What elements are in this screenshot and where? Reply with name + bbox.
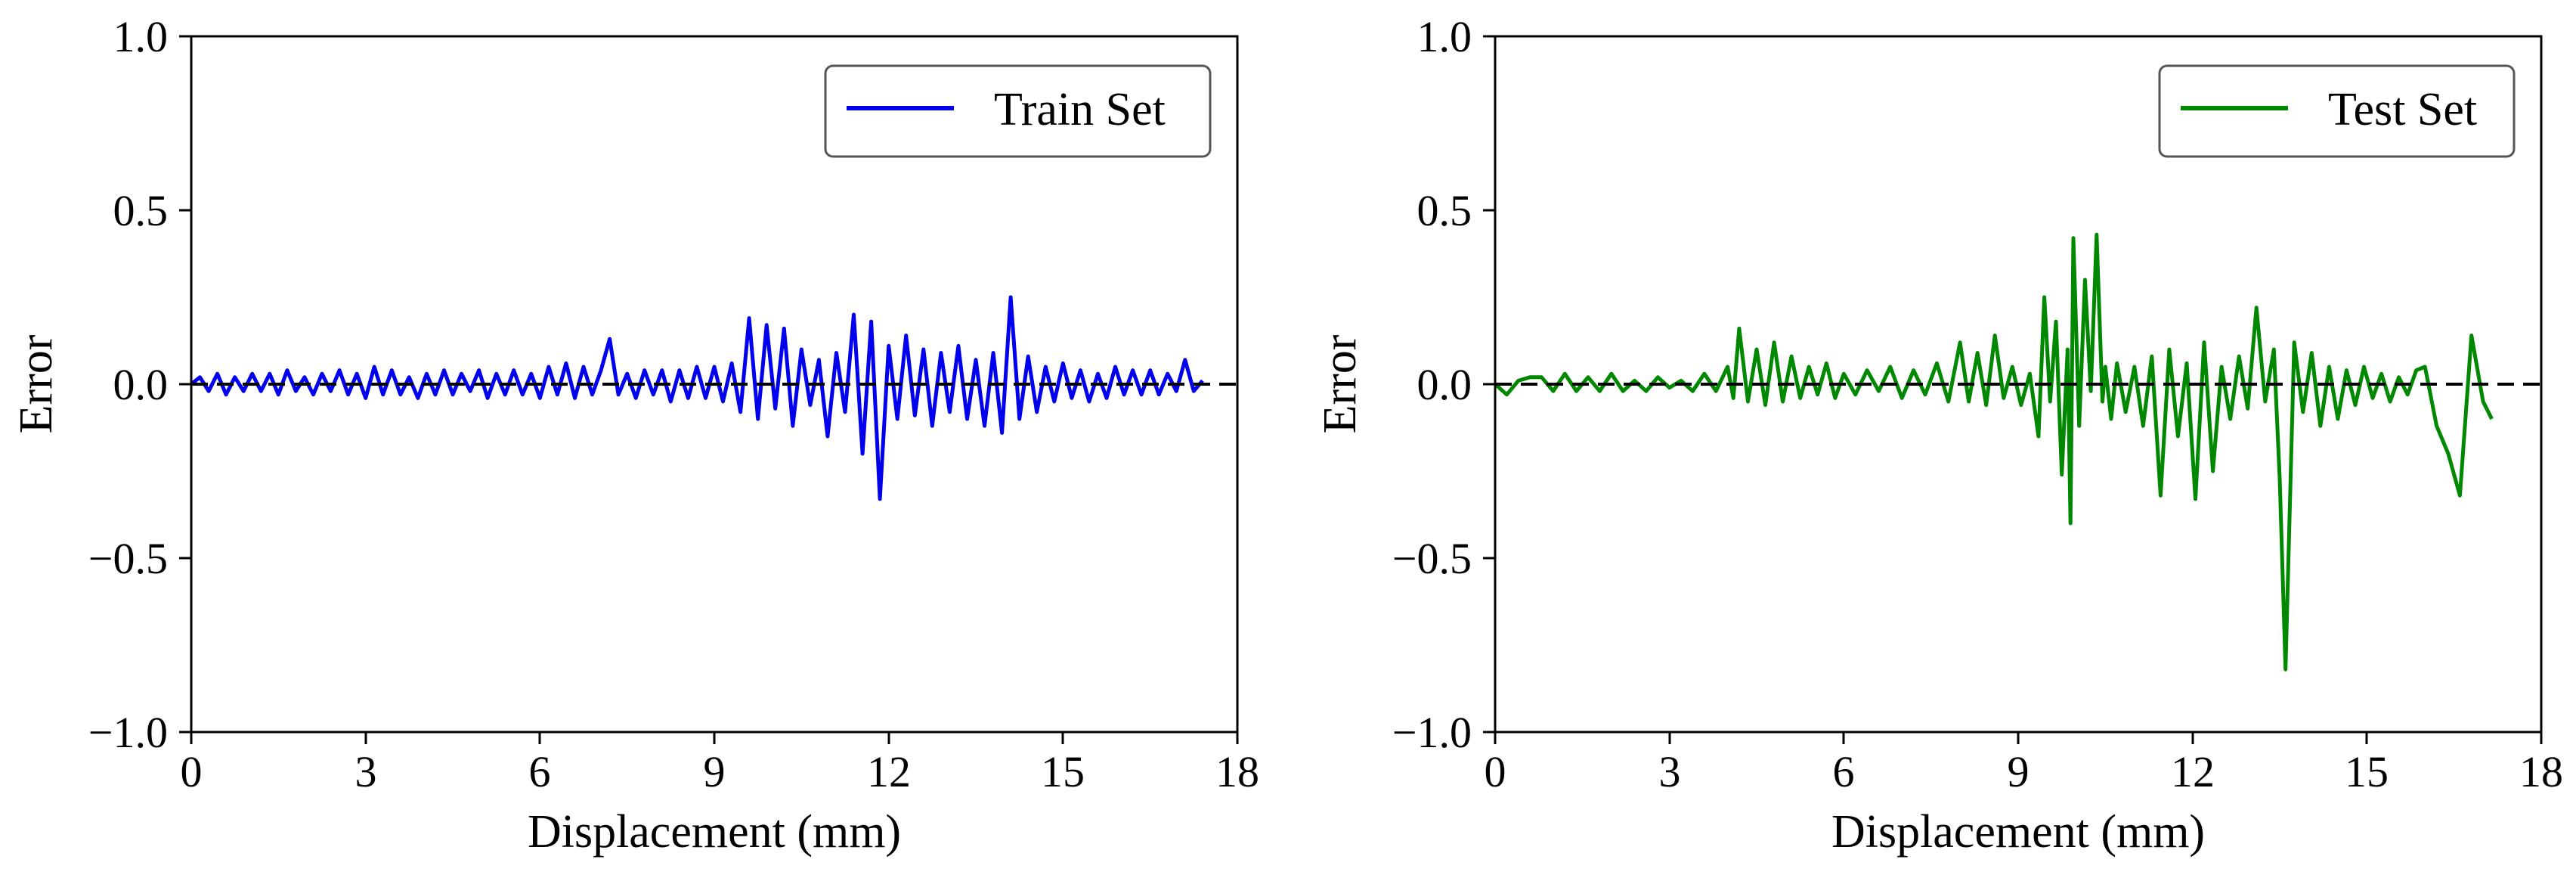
- train-set-series-line: [190, 295, 1204, 501]
- train-set-panel: 1.0 0.5 0.0 −0.5 −1.0 0 3 6 9 12 15 18 D…: [11, 12, 1259, 858]
- legend-box: [824, 64, 1212, 158]
- legend-label-train-set: Train Set: [994, 84, 1166, 135]
- y-axis-label: Error: [1314, 334, 1366, 433]
- x-axis: 0 3 6 9 12 15 18: [181, 732, 1259, 796]
- x-axis-label: Displacement (mm): [1831, 806, 2205, 858]
- x-tick-label: 15: [1041, 747, 1085, 796]
- x-tick-label: 0: [1485, 747, 1506, 796]
- y-tick-label: −1.0: [1392, 708, 1472, 757]
- legend-box: [2158, 64, 2516, 158]
- y-axis: 1.0 0.5 0.0 −0.5 −1.0: [88, 12, 191, 757]
- x-tick-label: 6: [529, 747, 551, 796]
- x-tick-label: 12: [867, 747, 911, 796]
- train-set-series-group: [190, 295, 1204, 501]
- x-tick-label: 9: [2008, 747, 2030, 796]
- y-tick-label: 1.0: [113, 12, 169, 61]
- test-set-panel: 1.0 0.5 0.0 −0.5 −1.0 0 3 6 9 12 15 18 D…: [1314, 12, 2563, 858]
- x-axis: 0 3 6 9 12 15 18: [1485, 732, 2563, 796]
- y-tick-label: 1.0: [1417, 12, 1472, 61]
- y-axis: 1.0 0.5 0.0 −0.5 −1.0: [1392, 12, 1495, 757]
- legend: Train Set: [824, 64, 1212, 158]
- x-tick-label: 3: [1659, 747, 1681, 796]
- x-tick-label: 15: [2345, 747, 2389, 796]
- x-tick-label: 12: [2171, 747, 2215, 796]
- y-tick-label: −0.5: [1392, 534, 1472, 583]
- y-tick-label: 0.0: [1417, 360, 1472, 409]
- x-tick-label: 9: [704, 747, 726, 796]
- x-tick-label: 18: [2519, 747, 2563, 796]
- y-axis-label: Error: [11, 334, 62, 433]
- x-tick-label: 18: [1215, 747, 1259, 796]
- y-tick-label: −1.0: [88, 708, 168, 757]
- x-axis-label: Displacement (mm): [528, 806, 901, 858]
- legend-label-test-set: Test Set: [2328, 84, 2477, 135]
- x-tick-label: 6: [1833, 747, 1855, 796]
- x-tick-label: 3: [355, 747, 377, 796]
- test-set-series-group: [1494, 232, 2494, 672]
- x-tick-label: 0: [181, 747, 203, 796]
- y-tick-label: 0.5: [113, 186, 169, 235]
- y-tick-label: 0.5: [1417, 186, 1472, 235]
- y-tick-label: −0.5: [88, 534, 168, 583]
- test-set-series-line: [1494, 232, 2494, 672]
- legend: Test Set: [2158, 64, 2516, 158]
- y-tick-label: 0.0: [113, 360, 169, 409]
